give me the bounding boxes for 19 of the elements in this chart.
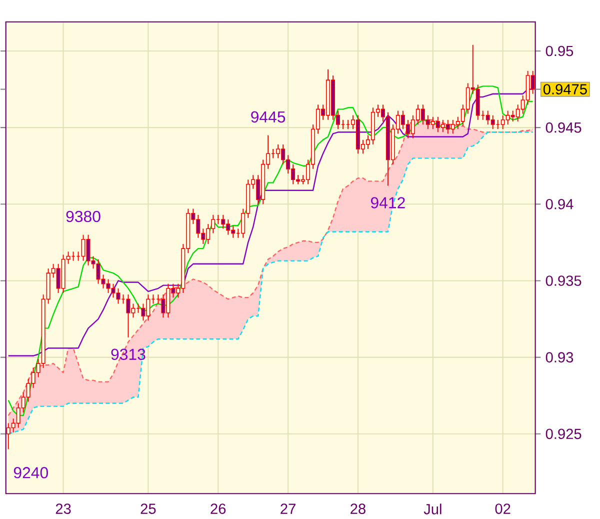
y-tick-label: 0.935 (546, 276, 582, 286)
x-tick-label: 23 (56, 504, 71, 514)
annotation: 9445 (251, 111, 286, 123)
y-tick-label: 0.94 (546, 199, 574, 210)
x-tick-label: 27 (280, 504, 296, 514)
annotation: 9240 (14, 467, 48, 478)
y-tick-label: 0.93 (546, 352, 574, 363)
annotation: 9412 (370, 197, 405, 208)
x-tick-label: Jul (424, 504, 442, 514)
x-tick-label: 28 (350, 504, 366, 514)
y-tick-label: 0.945 (546, 122, 582, 133)
y-tick-label: 0.95 (546, 46, 574, 56)
annotation: 9313 (111, 348, 146, 360)
y-tick-label: 0.9475 (543, 84, 587, 95)
x-tick-label: 26 (210, 504, 226, 514)
x-tick-label: 02 (495, 504, 510, 514)
annotation: 9380 (66, 210, 100, 222)
x-tick-label: 25 (140, 504, 156, 514)
y-tick-label: 0.925 (546, 428, 582, 440)
